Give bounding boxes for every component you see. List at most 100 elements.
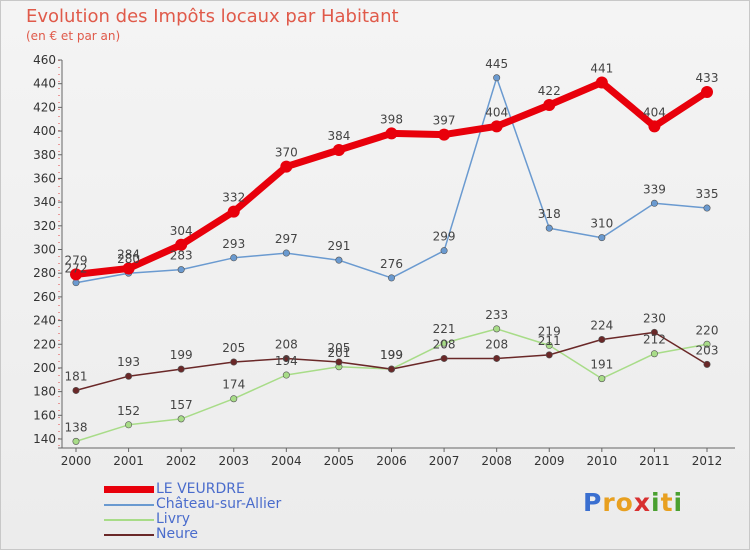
data-point: [493, 354, 501, 362]
x-tick-label: 2002: [166, 454, 197, 468]
data-label: 445: [485, 57, 508, 71]
data-point: [598, 336, 606, 344]
x-tick-label: 2006: [376, 454, 407, 468]
data-label: 299: [433, 230, 456, 244]
data-label: 233: [485, 308, 508, 322]
x-tick-label: 2005: [324, 454, 355, 468]
x-tick-label: 2004: [271, 454, 302, 468]
data-label: 208: [485, 337, 508, 351]
data-point: [545, 224, 553, 232]
x-tick-label: 2001: [113, 454, 144, 468]
data-label: 157: [170, 398, 193, 412]
data-label: 404: [643, 105, 666, 119]
data-label: 224: [590, 319, 613, 333]
x-tick-label: 2003: [218, 454, 249, 468]
data-point: [282, 249, 290, 257]
data-label: 205: [327, 341, 350, 355]
data-point: [493, 325, 501, 333]
data-label: 398: [380, 112, 403, 126]
data-point: [335, 256, 343, 264]
y-tick-label: 400: [33, 124, 56, 138]
data-label: 433: [696, 71, 719, 85]
data-label: 201: [327, 346, 350, 360]
legend-swatch: [104, 519, 154, 521]
data-point: [387, 274, 395, 282]
data-label: 211: [538, 334, 561, 348]
legend-swatch: [104, 534, 154, 536]
data-point: [543, 99, 556, 112]
data-point: [703, 360, 711, 368]
y-tick-label: 460: [33, 53, 56, 67]
data-point: [230, 395, 238, 403]
data-label: 397: [433, 114, 456, 128]
data-label: 199: [380, 348, 403, 362]
data-point: [230, 358, 238, 366]
data-point: [701, 85, 713, 98]
data-label: 291: [327, 239, 350, 253]
data-point: [280, 160, 293, 173]
legend-label: Livry: [156, 511, 191, 527]
x-tick-label: 2000: [61, 454, 92, 468]
y-tick-label: 160: [33, 408, 56, 422]
x-tick-label: 2010: [587, 454, 618, 468]
data-label: 404: [485, 105, 508, 119]
data-label: 221: [433, 322, 456, 336]
data-point: [122, 262, 135, 275]
logo-letter: t: [660, 488, 674, 517]
logo-letter: r: [602, 488, 616, 517]
data-point: [490, 120, 503, 133]
data-point: [493, 74, 501, 82]
logo-letter: o: [615, 488, 634, 517]
legend-label: Château-sur-Allier: [156, 496, 282, 512]
data-label: 370: [275, 146, 298, 160]
data-point: [703, 204, 711, 212]
data-label: 310: [590, 217, 613, 231]
data-label: 297: [275, 232, 298, 246]
y-tick-label: 180: [33, 385, 56, 399]
data-point: [440, 339, 448, 347]
data-label: 174: [222, 378, 245, 392]
data-label: 304: [170, 224, 193, 238]
legend-label: LE VEURDRE: [156, 481, 245, 497]
data-point: [177, 266, 185, 274]
legend-swatch: [104, 486, 154, 493]
data-point: [440, 247, 448, 255]
y-tick-label: 420: [33, 100, 56, 114]
y-tick-label: 280: [33, 266, 56, 280]
data-point: [598, 375, 606, 383]
y-tick-label: 320: [33, 219, 56, 233]
data-label: 384: [327, 129, 350, 143]
data-label: 191: [590, 358, 613, 372]
logo-letter: i: [651, 488, 661, 517]
y-tick-label: 240: [33, 314, 56, 328]
data-point: [335, 358, 343, 366]
data-label: 279: [65, 253, 88, 267]
data-point: [650, 199, 658, 207]
y-tick-label: 140: [33, 432, 56, 446]
logo-letter: P: [583, 488, 603, 517]
y-tick-label: 200: [33, 361, 56, 375]
data-label: 193: [117, 355, 140, 369]
x-tick-label: 2007: [429, 454, 460, 468]
data-point: [332, 144, 345, 157]
data-point: [227, 205, 240, 218]
data-label: 208: [275, 337, 298, 351]
x-tick-label: 2008: [481, 454, 512, 468]
chart-title: Evolution des Impôts locaux par Habitant: [26, 6, 399, 27]
legend-swatch: [104, 504, 154, 506]
proxiti-logo: Proxiti: [583, 488, 683, 517]
data-label: 212: [643, 333, 666, 347]
data-point: [125, 372, 133, 380]
data-point: [177, 365, 185, 373]
data-label: 220: [696, 323, 719, 337]
data-label: 293: [222, 237, 245, 251]
data-point: [72, 279, 80, 287]
data-label: 332: [222, 191, 245, 205]
data-point: [438, 128, 451, 141]
data-label: 276: [380, 257, 403, 271]
legend-label: Neure: [156, 526, 199, 542]
data-label: 152: [117, 404, 140, 418]
data-label: 283: [170, 249, 193, 263]
